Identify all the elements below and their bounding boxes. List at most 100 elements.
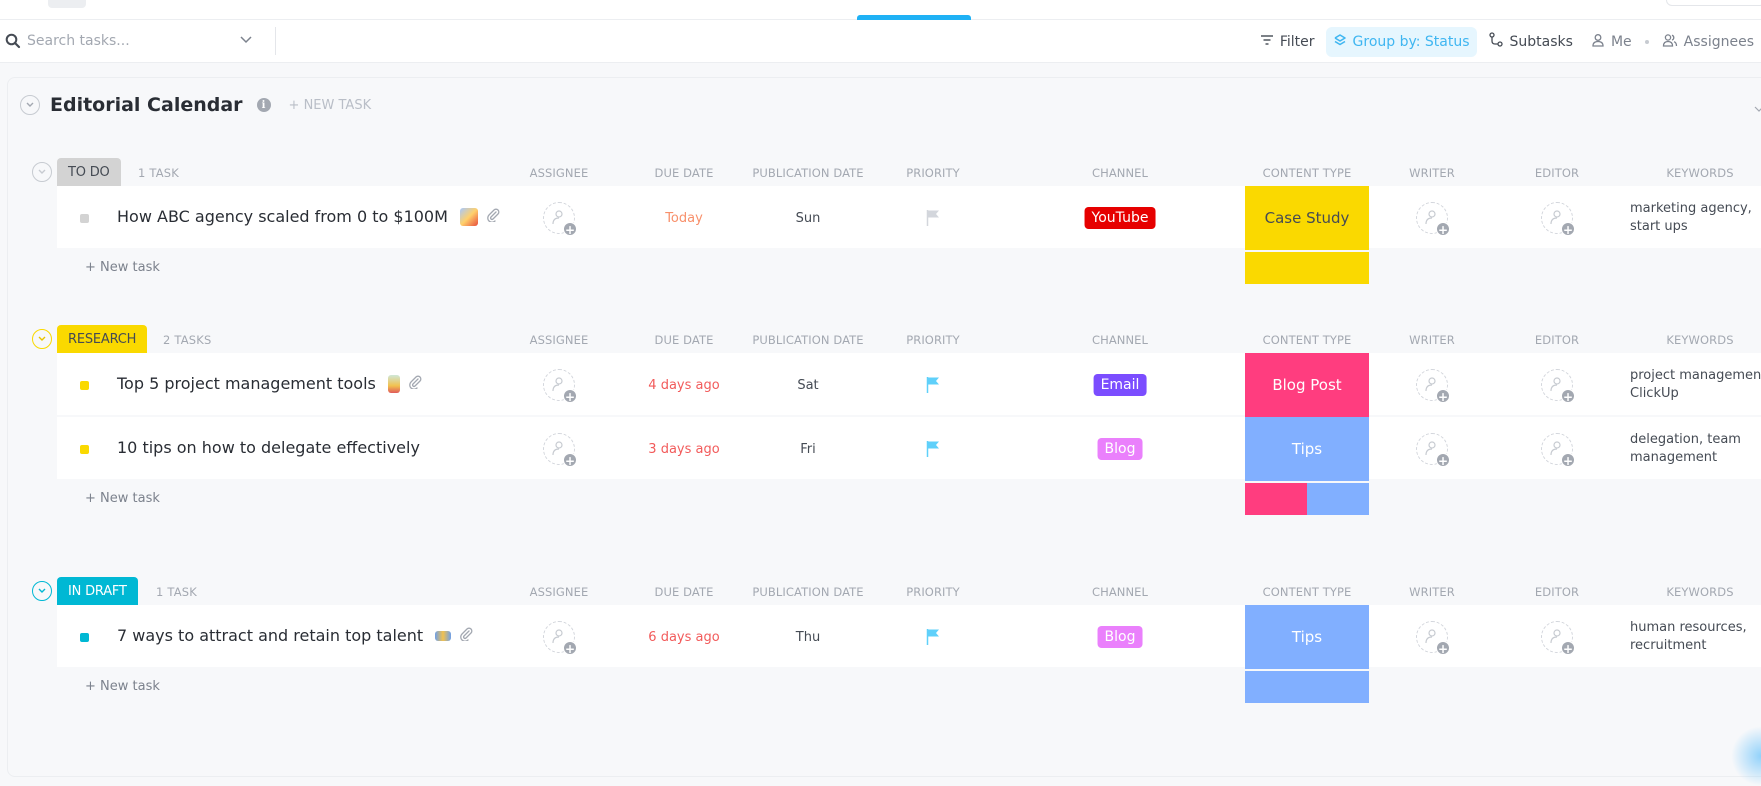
assignee-add[interactable]: + <box>543 417 575 481</box>
group-by-button[interactable]: Group by: Status <box>1326 27 1477 57</box>
status-square[interactable] <box>80 214 89 223</box>
column-header-publication-date[interactable]: PUBLICATION DATE <box>752 166 863 180</box>
task-row[interactable]: How ABC agency scaled from 0 to $100M + … <box>57 186 1761 250</box>
assignee-add[interactable]: + <box>543 186 575 250</box>
column-header-priority[interactable]: PRIORITY <box>906 166 960 180</box>
column-header-channel[interactable]: CHANNEL <box>1092 333 1148 347</box>
new-task-header-button[interactable]: + NEW TASK <box>289 98 372 113</box>
column-header-writer[interactable]: WRITER <box>1409 585 1455 599</box>
collapse-group-toggle[interactable] <box>32 329 52 349</box>
subtasks-button[interactable]: Subtasks <box>1481 27 1580 57</box>
chevron-down-icon[interactable] <box>1754 104 1761 115</box>
assignee-add[interactable]: + <box>543 605 575 669</box>
column-header-writer[interactable]: WRITER <box>1409 166 1455 180</box>
paperclip-icon[interactable] <box>408 374 422 393</box>
publication-date[interactable]: Sat <box>797 353 818 417</box>
writer-add[interactable]: + <box>1416 186 1448 250</box>
status-square[interactable] <box>80 633 89 642</box>
column-header-due-date[interactable]: DUE DATE <box>655 585 714 599</box>
task-name[interactable]: How ABC agency scaled from 0 to $100M <box>117 207 500 226</box>
status-square[interactable] <box>80 445 89 454</box>
task-name[interactable]: 7 ways to attract and retain top talent <box>117 626 473 645</box>
writer-add[interactable]: + <box>1416 353 1448 417</box>
writer-add[interactable]: + <box>1416 417 1448 481</box>
add-task-button[interactable]: + New task <box>57 250 1761 284</box>
column-header-assignee[interactable]: ASSIGNEE <box>530 166 589 180</box>
column-header-publication-date[interactable]: PUBLICATION DATE <box>752 333 863 347</box>
column-header-assignee[interactable]: ASSIGNEE <box>530 333 589 347</box>
publication-date[interactable]: Fri <box>800 417 816 481</box>
publication-date[interactable]: Sun <box>796 186 821 250</box>
due-date[interactable]: Today <box>665 186 703 250</box>
collapse-group-toggle[interactable] <box>32 162 52 182</box>
column-header-channel[interactable]: CHANNEL <box>1092 585 1148 599</box>
task-name[interactable]: Top 5 project management tools <box>117 374 422 393</box>
task-row[interactable]: 10 tips on how to delegate effectively +… <box>57 417 1761 481</box>
status-square[interactable] <box>80 381 89 390</box>
filter-button[interactable]: Filter <box>1253 27 1322 57</box>
content-type-cell[interactable]: Tips <box>1245 417 1369 481</box>
content-type-cell[interactable]: Tips <box>1245 605 1369 669</box>
column-header-keywords[interactable]: KEYWORDS <box>1666 333 1733 347</box>
assignee-add[interactable]: + <box>543 353 575 417</box>
me-button[interactable]: Me <box>1584 27 1639 57</box>
add-task-button[interactable]: + New task <box>57 481 1761 515</box>
column-header-priority[interactable]: PRIORITY <box>906 585 960 599</box>
keywords-cell[interactable]: project management, ClickUp <box>1630 367 1761 403</box>
chevron-down-icon[interactable] <box>239 34 253 48</box>
top-right-control[interactable] <box>1666 0 1761 6</box>
channel-cell[interactable]: Blog <box>1098 417 1143 481</box>
keywords-cell[interactable]: delegation, team management <box>1630 431 1741 467</box>
add-task-button[interactable]: + New task <box>57 669 1761 703</box>
column-header-due-date[interactable]: DUE DATE <box>655 166 714 180</box>
channel-cell[interactable]: Blog <box>1098 605 1143 669</box>
status-pill[interactable]: TO DO <box>57 158 121 186</box>
task-row[interactable]: 7 ways to attract and retain top talent … <box>57 605 1761 669</box>
column-header-content-type[interactable]: CONTENT TYPE <box>1263 333 1352 347</box>
priority-flag-icon[interactable] <box>926 417 940 481</box>
column-header-due-date[interactable]: DUE DATE <box>655 333 714 347</box>
content-type-cell[interactable]: Case Study <box>1245 186 1369 250</box>
status-pill[interactable]: RESEARCH <box>57 325 147 353</box>
column-header-channel[interactable]: CHANNEL <box>1092 166 1148 180</box>
paperclip-icon[interactable] <box>486 207 500 226</box>
column-header-editor[interactable]: EDITOR <box>1535 333 1579 347</box>
collapse-list-toggle[interactable] <box>20 95 40 115</box>
content-type-cell[interactable]: Blog Post <box>1245 353 1369 417</box>
editor-add[interactable]: + <box>1541 417 1573 481</box>
editor-add[interactable]: + <box>1541 353 1573 417</box>
status-pill[interactable]: IN DRAFT <box>57 577 138 605</box>
search-input[interactable] <box>27 33 237 49</box>
channel-cell[interactable]: YouTube <box>1085 186 1156 250</box>
column-header-content-type[interactable]: CONTENT TYPE <box>1263 585 1352 599</box>
editor-add[interactable]: + <box>1541 186 1573 250</box>
column-header-keywords[interactable]: KEYWORDS <box>1666 585 1733 599</box>
keywords-cell[interactable]: human resources, recruitment <box>1630 619 1747 655</box>
task-name[interactable]: 10 tips on how to delegate effectively <box>117 438 420 457</box>
column-header-content-type[interactable]: CONTENT TYPE <box>1263 166 1352 180</box>
collapse-group-toggle[interactable] <box>32 581 52 601</box>
priority-flag-icon[interactable] <box>926 186 940 250</box>
assignees-button[interactable]: Assignees <box>1655 27 1761 57</box>
column-header-priority[interactable]: PRIORITY <box>906 333 960 347</box>
column-header-editor[interactable]: EDITOR <box>1535 166 1579 180</box>
channel-cell[interactable]: Email <box>1094 353 1147 417</box>
keywords-cell[interactable]: marketing agency, start ups <box>1630 200 1752 236</box>
column-header-writer[interactable]: WRITER <box>1409 333 1455 347</box>
paperclip-icon[interactable] <box>459 626 473 645</box>
priority-flag-icon[interactable] <box>926 353 940 417</box>
column-header-editor[interactable]: EDITOR <box>1535 585 1579 599</box>
writer-add[interactable]: + <box>1416 605 1448 669</box>
due-date[interactable]: 4 days ago <box>648 353 719 417</box>
publication-date[interactable]: Thu <box>796 605 820 669</box>
due-date[interactable]: 6 days ago <box>648 605 719 669</box>
info-icon[interactable]: i <box>257 98 271 112</box>
task-row[interactable]: Top 5 project management tools + 4 days … <box>57 353 1761 417</box>
column-header-publication-date[interactable]: PUBLICATION DATE <box>752 585 863 599</box>
priority-flag-icon[interactable] <box>926 605 940 669</box>
tab-stub[interactable] <box>48 0 86 8</box>
due-date[interactable]: 3 days ago <box>648 417 719 481</box>
column-header-assignee[interactable]: ASSIGNEE <box>530 585 589 599</box>
column-header-keywords[interactable]: KEYWORDS <box>1666 166 1733 180</box>
editor-add[interactable]: + <box>1541 605 1573 669</box>
